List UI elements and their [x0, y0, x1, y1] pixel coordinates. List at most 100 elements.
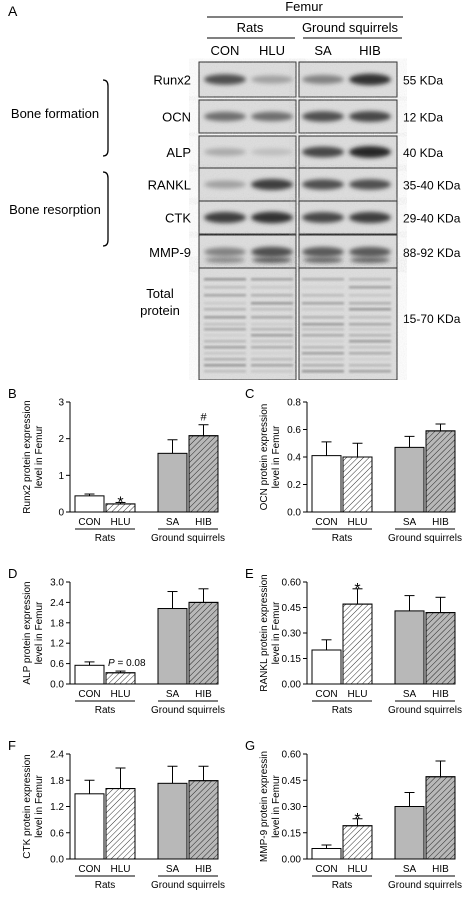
protein-stain-band	[302, 302, 344, 305]
y-tick-label: 0.6	[50, 828, 64, 839]
bone-formation-label: Bone formation	[11, 106, 99, 121]
group-label-rats: Rats	[332, 880, 353, 891]
bone-resorption-bracket	[102, 171, 109, 247]
blot-band	[302, 246, 344, 258]
group-label-rats: Rats	[332, 705, 353, 716]
y-tick-label: 0.60	[282, 578, 302, 589]
protein-stain-band	[251, 358, 293, 361]
protein-stain-band	[349, 340, 391, 343]
y-tick-label: 1	[58, 471, 64, 482]
blot-band	[251, 75, 293, 84]
y-tick-label: 0.4	[287, 453, 301, 464]
panel-label: F	[8, 738, 16, 753]
blot-row: CTK 29-40 KDa	[165, 200, 461, 235]
molecular-weight-label: 35-40 KDa	[403, 179, 461, 193]
chart-ocn: C OCN protein expression level in Femur 0.0…	[245, 386, 462, 544]
protein-stain-band	[251, 352, 293, 355]
significance-marker: *	[117, 494, 123, 511]
bar	[311, 848, 342, 860]
blot-band	[302, 212, 344, 223]
x-tick-label: SA	[166, 864, 180, 875]
y-tick-label: 0.30	[282, 629, 302, 640]
protein-stain-band	[251, 364, 293, 367]
y-tick-label: 3.0	[50, 578, 64, 589]
bar	[74, 495, 105, 513]
group-label-squirrels: Ground squirrels	[388, 880, 462, 891]
chart-runx2: B Runx2 protein expression level in Femur 0…	[8, 386, 225, 544]
molecular-weight-label: 55 KDa	[403, 74, 443, 88]
y-tick-label: 2.4	[50, 750, 64, 761]
protein-stain-band	[349, 334, 391, 337]
lane-label: HLU	[259, 43, 285, 58]
blot-band	[350, 257, 390, 263]
protein-stain-band	[251, 370, 293, 373]
x-tick-label: HLU	[110, 689, 130, 700]
blot-band	[251, 148, 293, 156]
x-tick-label: HIB	[195, 864, 212, 875]
bar-hatch	[188, 601, 219, 685]
protein-stain-band	[251, 278, 293, 281]
bar	[394, 610, 425, 685]
bar-hatch	[342, 825, 373, 860]
x-tick-label: SA	[166, 517, 180, 528]
y-tick-label: 0.8	[287, 398, 301, 409]
protein-label: MMP-9	[149, 245, 191, 260]
protein-stain-band	[349, 308, 391, 311]
y-tick-label: 2	[58, 434, 64, 445]
protein-stain-band	[302, 340, 344, 343]
bar-hatch	[188, 780, 219, 860]
panel-label-a: A	[8, 3, 18, 19]
group-label-squirrels: Ground squirrels	[302, 20, 399, 35]
protein-stain-band	[251, 294, 293, 297]
y-axis-label: level in Femur	[271, 774, 282, 837]
bar-hatch	[425, 430, 456, 513]
panel-label: G	[245, 738, 255, 753]
molecular-weight-label: 88-92 KDa	[403, 246, 461, 260]
x-tick-label: HLU	[347, 689, 367, 700]
blot-band	[204, 148, 246, 156]
group-label-squirrels: Ground squirrels	[151, 705, 225, 716]
protein-stain-band	[302, 328, 344, 331]
blot-band	[204, 180, 246, 189]
x-tick-label: SA	[403, 864, 417, 875]
x-tick-label: HLU	[110, 517, 130, 528]
protein-stain-band	[204, 302, 246, 305]
protein-stain-band	[251, 346, 293, 349]
y-tick-label: 1.2	[50, 639, 64, 650]
bone-formation-bracket	[102, 79, 109, 157]
protein-stain-band	[349, 346, 391, 349]
y-tick-label: 0	[58, 508, 64, 519]
blot-row: Total protein 15-70 KDa	[140, 267, 461, 380]
y-tick-label: 0.0	[50, 855, 64, 866]
blot-band	[349, 246, 391, 258]
y-axis-label: MMP-9 protein expressin	[259, 751, 270, 862]
protein-stain-band	[349, 358, 391, 361]
blot-band	[204, 74, 246, 85]
protein-stain-band	[204, 370, 246, 373]
blot-band	[349, 73, 391, 86]
bar	[394, 806, 425, 860]
x-tick-label: CON	[78, 864, 100, 875]
y-axis-label: level in Femur	[271, 425, 282, 488]
protein-stain-band	[302, 370, 344, 373]
bar	[311, 455, 342, 513]
protein-stain-band	[349, 278, 391, 281]
protein-stain-band	[251, 316, 293, 319]
panel-label: D	[8, 566, 17, 581]
blot-band	[302, 146, 344, 158]
bar	[394, 446, 425, 513]
blot-band	[251, 178, 293, 191]
x-tick-label: HIB	[195, 517, 212, 528]
bar-hatch	[425, 776, 456, 860]
protein-stain-band	[204, 316, 246, 319]
x-tick-label: HIB	[195, 689, 212, 700]
protein-stain-band	[302, 364, 344, 367]
protein-stain-band	[251, 340, 293, 343]
protein-stain-band	[349, 286, 391, 289]
bar	[157, 608, 188, 685]
blot-band	[205, 257, 245, 263]
blot-band	[204, 111, 246, 122]
protein-stain-band	[302, 334, 344, 337]
x-tick-label: HIB	[432, 689, 449, 700]
group-label-rats: Rats	[95, 880, 116, 891]
